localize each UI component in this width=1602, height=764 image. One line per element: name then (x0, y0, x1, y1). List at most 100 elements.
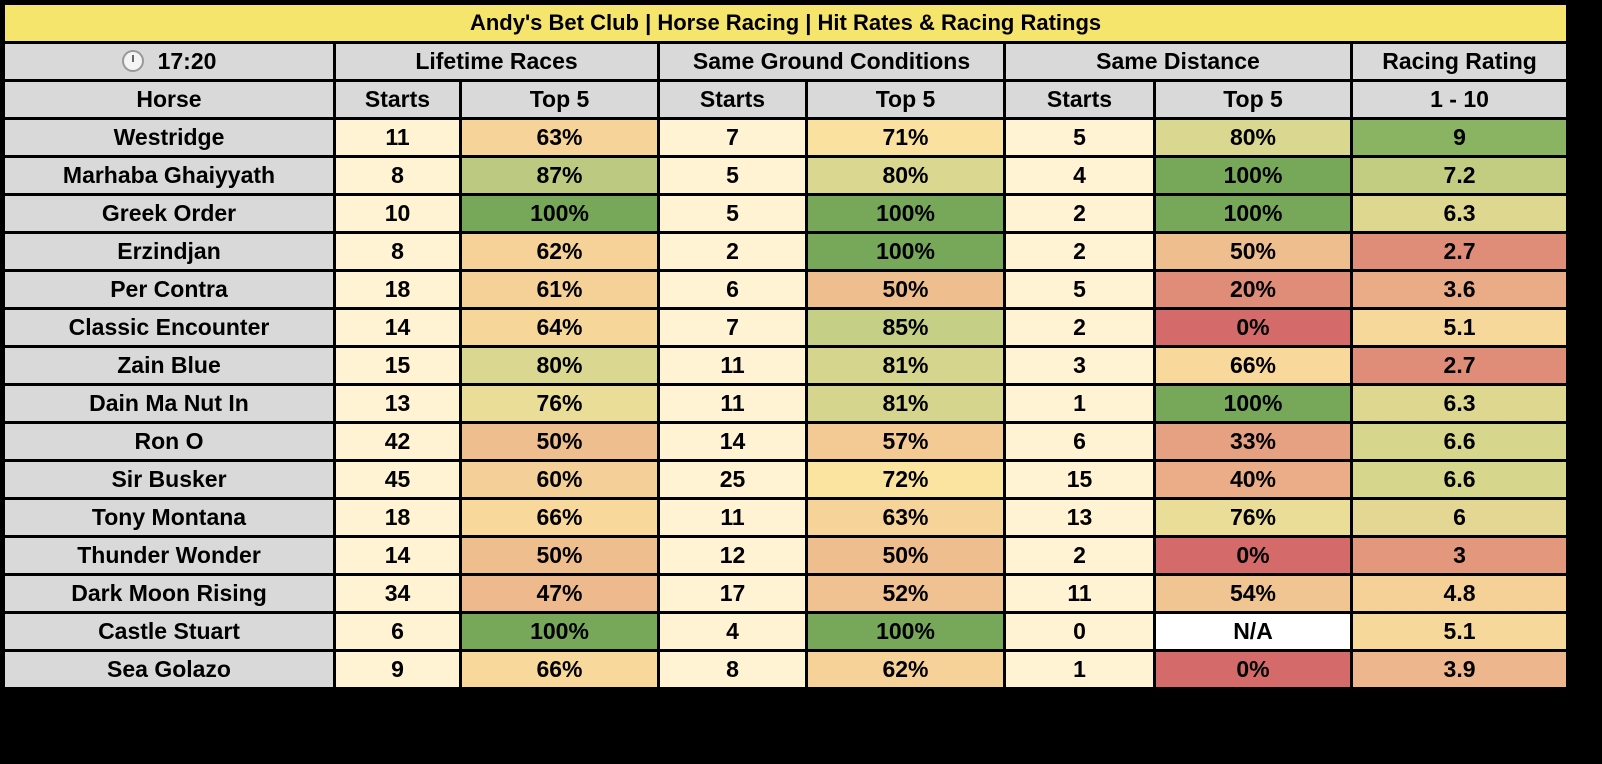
ground-starts: 5 (657, 155, 808, 196)
table-row: Westridge 11 63% 7 71% 5 80% 9 (2, 117, 1570, 158)
lifetime-starts: 11 (333, 117, 462, 158)
horse-name: Classic Encounter (2, 307, 336, 348)
horse-name: Sir Busker (2, 459, 336, 500)
distance-starts: 1 (1003, 649, 1156, 690)
racing-rating: 7.2 (1349, 155, 1570, 196)
ground-top5: 52% (805, 573, 1006, 614)
distance-top5: 0% (1153, 649, 1353, 690)
ground-top5: 100% (805, 193, 1006, 234)
group-same-distance: Same Distance (1003, 41, 1353, 82)
racing-rating: 2.7 (1349, 231, 1570, 272)
distance-starts: 6 (1003, 421, 1156, 462)
col-ground-top5: Top 5 (805, 79, 1006, 120)
distance-starts: 13 (1003, 497, 1156, 538)
horse-name: Ron O (2, 421, 336, 462)
distance-top5: 54% (1153, 573, 1353, 614)
lifetime-top5: 80% (459, 345, 660, 386)
col-distance-top5: Top 5 (1153, 79, 1353, 120)
horse-name: Zain Blue (2, 345, 336, 386)
table-row: Ron O 42 50% 14 57% 6 33% 6.6 (2, 421, 1570, 462)
table-row: Sea Golazo 9 66% 8 62% 1 0% 3.9 (2, 649, 1570, 690)
racing-rating: 3.9 (1349, 649, 1570, 690)
horse-name: Dain Ma Nut In (2, 383, 336, 424)
racing-rating: 4.8 (1349, 573, 1570, 614)
hit-rates-table: Andy's Bet Club | Horse Racing | Hit Rat… (1, 2, 1570, 690)
table-title: Andy's Bet Club | Horse Racing | Hit Rat… (1, 2, 1570, 44)
lifetime-top5: 62% (459, 231, 660, 272)
table-row: Thunder Wonder 14 50% 12 50% 2 0% 3 (2, 535, 1570, 576)
lifetime-starts: 18 (333, 497, 462, 538)
lifetime-top5: 47% (459, 573, 660, 614)
lifetime-top5: 76% (459, 383, 660, 424)
lifetime-top5: 87% (459, 155, 660, 196)
lifetime-top5: 60% (459, 459, 660, 500)
lifetime-starts: 15 (333, 345, 462, 386)
distance-starts: 11 (1003, 573, 1156, 614)
distance-starts: 2 (1003, 535, 1156, 576)
ground-top5: 72% (805, 459, 1006, 500)
ground-starts: 8 (657, 649, 808, 690)
distance-top5: 0% (1153, 535, 1353, 576)
table-row: Zain Blue 15 80% 11 81% 3 66% 2.7 (2, 345, 1570, 386)
ground-starts: 25 (657, 459, 808, 500)
ground-top5: 57% (805, 421, 1006, 462)
distance-starts: 15 (1003, 459, 1156, 500)
ground-top5: 81% (805, 345, 1006, 386)
distance-starts: 3 (1003, 345, 1156, 386)
ground-top5: 100% (805, 611, 1006, 652)
lifetime-top5: 100% (459, 193, 660, 234)
table-row: Per Contra 18 61% 6 50% 5 20% 3.6 (2, 269, 1570, 310)
racing-rating: 2.7 (1349, 345, 1570, 386)
lifetime-starts: 18 (333, 269, 462, 310)
lifetime-starts: 34 (333, 573, 462, 614)
racing-rating: 6.3 (1349, 383, 1570, 424)
table-row: Sir Busker 45 60% 25 72% 15 40% 6.6 (2, 459, 1570, 500)
racing-rating: 9 (1349, 117, 1570, 158)
horse-name: Erzindjan (2, 231, 336, 272)
ground-starts: 11 (657, 345, 808, 386)
racing-rating: 6.6 (1349, 459, 1570, 500)
col-ground-starts: Starts (657, 79, 808, 120)
horse-name: Castle Stuart (2, 611, 336, 652)
ground-starts: 2 (657, 231, 808, 272)
lifetime-starts: 8 (333, 231, 462, 272)
lifetime-top5: 63% (459, 117, 660, 158)
ground-starts: 11 (657, 497, 808, 538)
horse-name: Thunder Wonder (2, 535, 336, 576)
racing-rating: 6 (1349, 497, 1570, 538)
distance-top5: 100% (1153, 155, 1353, 196)
distance-starts: 4 (1003, 155, 1156, 196)
table-row: Dain Ma Nut In 13 76% 11 81% 1 100% 6.3 (2, 383, 1570, 424)
distance-top5: 80% (1153, 117, 1353, 158)
horse-name: Sea Golazo (2, 649, 336, 690)
lifetime-top5: 50% (459, 421, 660, 462)
lifetime-top5: 64% (459, 307, 660, 348)
race-time: 17:20 (2, 41, 336, 82)
ground-top5: 80% (805, 155, 1006, 196)
distance-top5: 66% (1153, 345, 1353, 386)
ground-starts: 5 (657, 193, 808, 234)
ground-starts: 6 (657, 269, 808, 310)
ground-top5: 50% (805, 269, 1006, 310)
ground-top5: 85% (805, 307, 1006, 348)
lifetime-top5: 100% (459, 611, 660, 652)
group-racing-rating: Racing Rating (1349, 41, 1570, 82)
horse-name: Per Contra (2, 269, 336, 310)
ground-starts: 17 (657, 573, 808, 614)
racing-rating: 5.1 (1349, 611, 1570, 652)
racing-rating: 6.3 (1349, 193, 1570, 234)
horse-name: Dark Moon Rising (2, 573, 336, 614)
race-time-text: 17:20 (157, 48, 217, 74)
distance-starts: 2 (1003, 307, 1156, 348)
col-rating-range: 1 - 10 (1349, 79, 1570, 120)
lifetime-starts: 9 (333, 649, 462, 690)
lifetime-starts: 10 (333, 193, 462, 234)
ground-starts: 4 (657, 611, 808, 652)
distance-starts: 5 (1003, 269, 1156, 310)
lifetime-starts: 8 (333, 155, 462, 196)
lifetime-starts: 42 (333, 421, 462, 462)
racing-rating: 5.1 (1349, 307, 1570, 348)
horse-name: Greek Order (2, 193, 336, 234)
col-distance-starts: Starts (1003, 79, 1156, 120)
table-row: Tony Montana 18 66% 11 63% 13 76% 6 (2, 497, 1570, 538)
